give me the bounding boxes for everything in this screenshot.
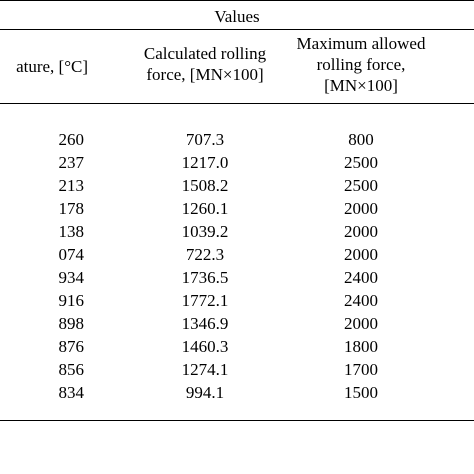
cell-calculated-force-text: 1346.9: [181, 314, 229, 333]
cell-max-allowed-force-text: 2400: [344, 268, 378, 287]
cell-temperature: 934: [59, 268, 85, 288]
column-header-max-allowed-force-line-1: Maximum allowed: [296, 34, 426, 53]
cell-calculated-force-text: 1772.1: [181, 291, 229, 310]
cell-temperature: 074: [59, 245, 85, 265]
cell-temperature: 834: [59, 383, 85, 403]
cell-temperature-text: 916: [58, 291, 85, 310]
cell-temperature-text: 876: [58, 337, 85, 356]
group-header-values: Values: [214, 7, 260, 26]
header-bottom-rule: [0, 103, 474, 104]
cell-max-allowed-force-text: 2500: [344, 153, 378, 172]
cell-calculated-force-text: 1274.1: [181, 360, 229, 379]
column-header-max-allowed-force-line-3: [MN×100]: [324, 76, 398, 95]
cell-temperature: 898: [59, 314, 85, 334]
cell-temperature-text: 856: [58, 360, 85, 379]
cell-max-allowed-force-text: 2000: [344, 199, 378, 218]
cell-calculated-force-text: 1039.2: [181, 222, 229, 241]
cell-calculated-force-text: 1736.5: [181, 268, 229, 287]
cell-max-allowed-force-text: 800: [348, 130, 374, 149]
cell-temperature: 856: [59, 360, 85, 380]
column-header-calculated-force-line-1: Calculated rolling: [143, 44, 267, 63]
cell-max-allowed-force-text: 2000: [344, 314, 378, 333]
cell-temperature-text: 074: [58, 245, 85, 264]
cell-calculated-force-text: 1217.0: [181, 153, 229, 172]
column-header-max-allowed-force-line-2: rolling force,: [316, 55, 406, 74]
cell-temperature: 260: [59, 130, 85, 150]
cell-temperature-text: 178: [58, 199, 85, 218]
column-header-calculated-force: Calculated rolling force, [MN×100]: [105, 43, 305, 85]
cell-max-allowed-force-text: 1800: [344, 337, 378, 356]
cell-temperature-text: 138: [58, 222, 85, 241]
cell-calculated-force-text: 994.1: [185, 383, 225, 402]
cell-temperature-text: 898: [58, 314, 85, 333]
cell-temperature-text: 834: [58, 383, 85, 402]
group-header-rule: [0, 29, 474, 30]
cell-calculated-force-text: 1508.2: [181, 176, 229, 195]
cell-temperature-text: 934: [58, 268, 85, 287]
cell-temperature: 237: [59, 153, 85, 173]
cell-max-allowed-force-text: 2500: [344, 176, 378, 195]
cell-max-allowed-force-text: 1700: [344, 360, 378, 379]
cell-max-allowed-force-text: 1500: [344, 383, 378, 402]
cell-calculated-force-text: 722.3: [185, 245, 225, 264]
bottom-rule: [0, 420, 474, 421]
cell-temperature: 178: [59, 199, 85, 219]
cell-temperature-text: 213: [58, 176, 85, 195]
column-header-max-allowed-force: Maximum allowed rolling force, [MN×100]: [266, 33, 456, 96]
cell-calculated-force-text: 1460.3: [181, 337, 229, 356]
column-header-calculated-force-line-2: force, [MN×100]: [146, 65, 264, 84]
cell-calculated-force-text: 1260.1: [181, 199, 229, 218]
top-rule: [0, 0, 474, 1]
cell-max-allowed-force-text: 2000: [344, 222, 378, 241]
cell-calculated-force-text: 707.3: [185, 130, 225, 149]
cell-temperature: 213: [59, 176, 85, 196]
cell-temperature: 916: [59, 291, 85, 311]
cell-temperature-text: 260: [58, 130, 85, 149]
cell-temperature-text: 237: [58, 153, 85, 172]
cell-max-allowed-force-text: 2400: [344, 291, 378, 310]
cell-temperature: 876: [59, 337, 85, 357]
cell-temperature: 138: [59, 222, 85, 242]
column-header-temperature: ature, [°C]: [16, 57, 88, 76]
cell-max-allowed-force-text: 2000: [344, 245, 378, 264]
